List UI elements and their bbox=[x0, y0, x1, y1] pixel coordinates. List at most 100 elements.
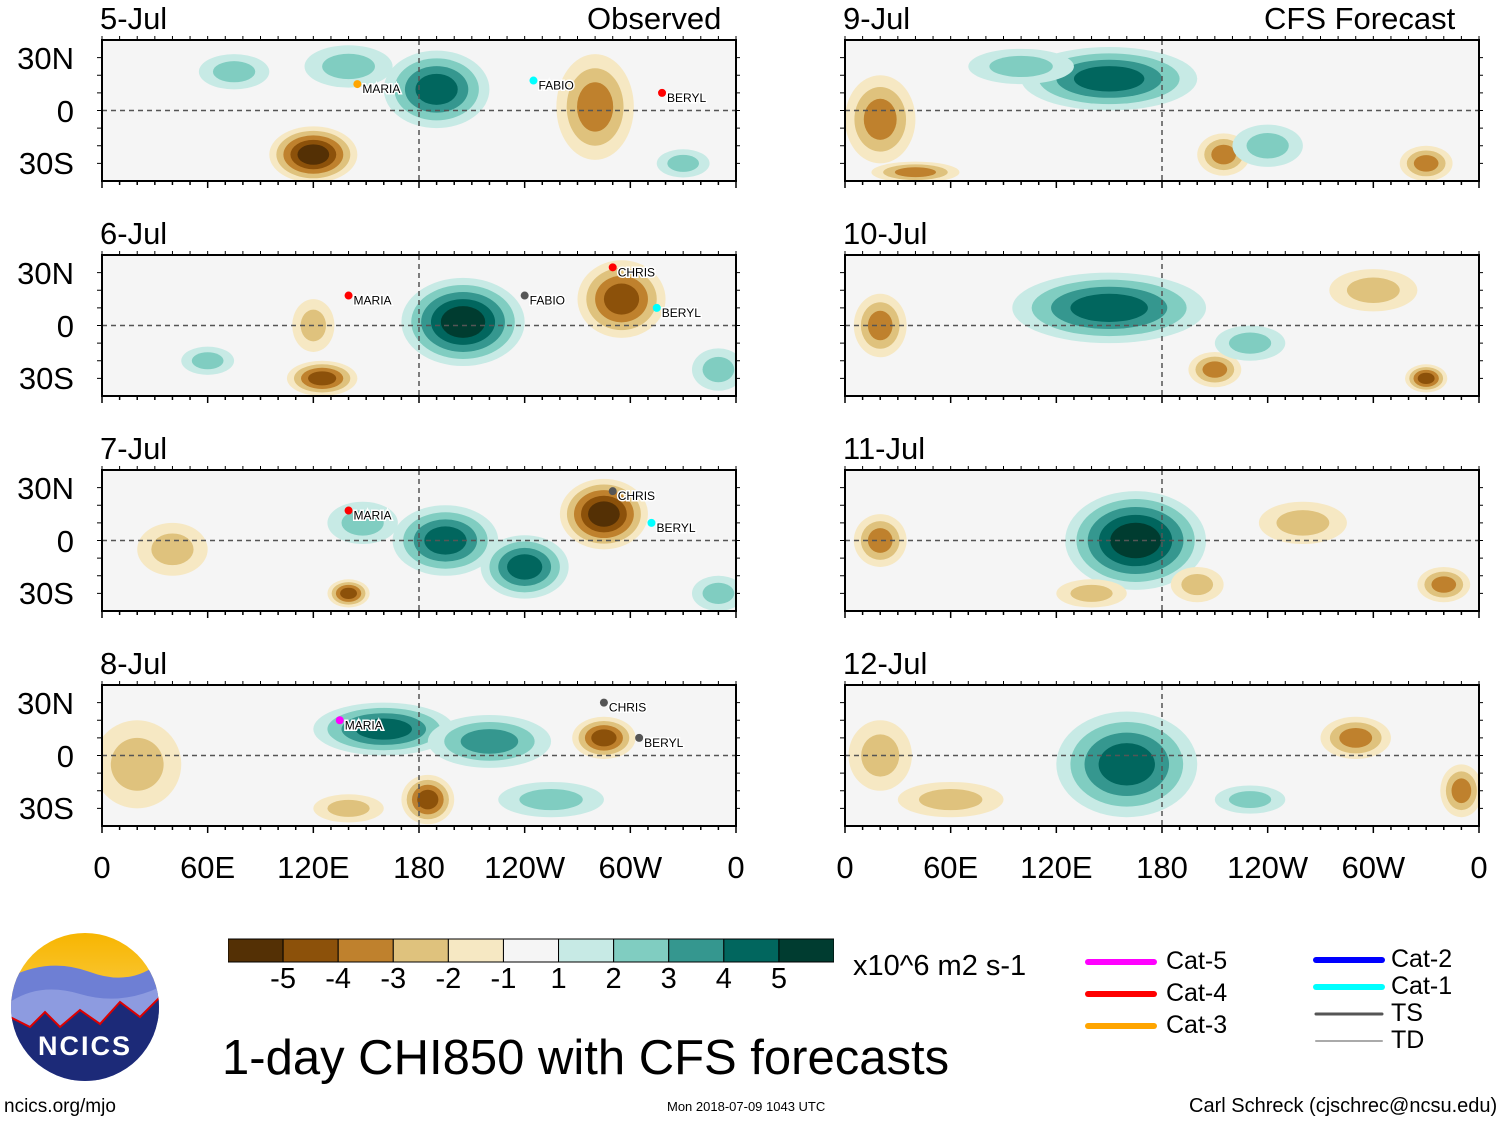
panel-date: 11-Jul bbox=[843, 431, 926, 466]
storm-label: MARIA bbox=[354, 294, 392, 308]
y-tick-label: 30N bbox=[17, 40, 74, 76]
storm-track-chris bbox=[608, 487, 617, 496]
legend-swatch bbox=[1085, 991, 1157, 997]
legend-swatch bbox=[1085, 1023, 1157, 1029]
anomaly-contour bbox=[341, 510, 384, 536]
panel-date: 6-Jul bbox=[100, 216, 168, 251]
x-tick-label: 0 bbox=[727, 850, 745, 885]
storm-track-chris bbox=[599, 698, 608, 707]
colorbar-tick-label: -4 bbox=[325, 963, 352, 995]
x-tick-label: 60W bbox=[598, 850, 663, 885]
y-tick-label: 30N bbox=[17, 685, 74, 721]
anomaly-contour bbox=[989, 55, 1053, 78]
storm-label: MARIA bbox=[345, 718, 383, 732]
svg-text:NCICS: NCICS bbox=[38, 1031, 132, 1061]
anomaly-contour bbox=[863, 98, 897, 140]
colorbar-tick-label: 4 bbox=[715, 963, 732, 995]
x-tick-label: 120E bbox=[1020, 850, 1093, 885]
anomaly-contour bbox=[212, 61, 256, 83]
storm-label: BERYL bbox=[667, 91, 706, 105]
legend-label: TD bbox=[1391, 1026, 1425, 1054]
anomaly-contour bbox=[1417, 372, 1435, 385]
storm-label: MARIA bbox=[362, 82, 400, 96]
storm-track-maria bbox=[335, 716, 344, 725]
map-panel-8-Jul: MARIA CHRIS BERYL bbox=[97, 681, 740, 833]
panel-date: 8-Jul bbox=[100, 646, 168, 681]
forecast-header: CFS Forecast bbox=[1264, 1, 1456, 36]
storm-label: CHRIS bbox=[609, 701, 646, 715]
y-tick-label: 30S bbox=[18, 361, 74, 397]
y-tick-label: 30N bbox=[17, 470, 74, 506]
anomaly-contour bbox=[702, 582, 735, 604]
y-tick-label: 0 bbox=[56, 308, 74, 344]
x-tick-label: 0 bbox=[1470, 850, 1488, 885]
map-panel-11-Jul bbox=[840, 466, 1483, 618]
colorbar bbox=[228, 938, 834, 963]
anomaly-contour bbox=[355, 718, 412, 740]
colorbar-bin bbox=[502, 938, 560, 963]
map-panel-9-Jul bbox=[840, 36, 1483, 188]
anomaly-contour bbox=[1346, 277, 1400, 303]
anomaly-contour bbox=[1073, 66, 1145, 92]
anomaly-contour bbox=[577, 82, 614, 132]
anomaly-contour bbox=[918, 788, 983, 811]
colorbar-bin bbox=[228, 938, 284, 963]
anomaly-contour bbox=[440, 306, 486, 338]
anomaly-contour bbox=[702, 356, 735, 383]
storm-label: FABIO bbox=[538, 79, 573, 93]
storm-label: FABIO bbox=[530, 294, 565, 308]
y-tick-label: 30S bbox=[18, 146, 74, 182]
y-tick-label: 30S bbox=[18, 576, 74, 612]
colorbar-tick-label: 2 bbox=[605, 963, 622, 995]
storm-label: BERYL bbox=[656, 521, 695, 535]
panel-date: 9-Jul bbox=[843, 1, 911, 36]
colorbar-bin bbox=[668, 938, 725, 963]
storm-track-beryl bbox=[652, 303, 661, 312]
storm-track-beryl bbox=[647, 518, 656, 527]
legend-swatch bbox=[1315, 1040, 1383, 1042]
anomaly-contour bbox=[1451, 778, 1472, 804]
legend-swatch bbox=[1313, 984, 1385, 990]
anomaly-contour bbox=[1431, 576, 1457, 593]
anomaly-contour bbox=[1098, 743, 1155, 786]
storm-track-fabio bbox=[529, 76, 538, 85]
storm-label: CHRIS bbox=[618, 489, 655, 503]
storm-label: CHRIS bbox=[618, 265, 655, 279]
figure-title: 1-day CHI850 with CFS forecasts bbox=[222, 1031, 950, 1085]
anomaly-contour bbox=[151, 533, 194, 566]
colorbar-tick-label: -5 bbox=[270, 963, 296, 995]
map-panel-12-Jul bbox=[840, 681, 1483, 833]
colorbar-bin bbox=[613, 938, 670, 963]
map-panel-7-Jul: MARIA CHRIS BERYL bbox=[97, 466, 740, 618]
ncics-logo: NCICS bbox=[11, 933, 159, 1081]
anomaly-contour bbox=[894, 167, 936, 178]
panel-date: 7-Jul bbox=[100, 431, 168, 466]
storm-track-maria bbox=[344, 291, 353, 300]
colorbar-bin bbox=[392, 938, 449, 963]
anomaly-contour bbox=[588, 501, 620, 527]
colorbar-bin bbox=[558, 938, 615, 963]
map-panel-10-Jul bbox=[840, 251, 1483, 403]
anomaly-contour bbox=[591, 729, 617, 747]
anomaly-contour bbox=[1202, 361, 1228, 378]
anomaly-contour bbox=[867, 528, 893, 553]
x-tick-label: 60E bbox=[180, 850, 236, 885]
anomaly-contour bbox=[340, 587, 358, 600]
panel-date: 10-Jul bbox=[843, 216, 928, 251]
anomaly-contour bbox=[1339, 728, 1373, 748]
anomaly-contour bbox=[417, 789, 439, 810]
x-tick-label: 120E bbox=[277, 850, 350, 885]
x-tick-label: 0 bbox=[836, 850, 854, 885]
legend-swatch bbox=[1085, 959, 1157, 965]
x-tick-label: 60W bbox=[1341, 850, 1406, 885]
anomaly-contour bbox=[1228, 791, 1272, 809]
anomaly-contour bbox=[110, 737, 164, 791]
colorbar-bin bbox=[447, 938, 504, 963]
x-tick-label: 60E bbox=[923, 850, 979, 885]
anomaly-contour bbox=[460, 729, 519, 754]
anomaly-contour bbox=[519, 788, 583, 811]
storm-track-beryl bbox=[635, 733, 644, 742]
anomaly-contour bbox=[1070, 584, 1113, 602]
legend-swatch bbox=[1313, 957, 1385, 963]
